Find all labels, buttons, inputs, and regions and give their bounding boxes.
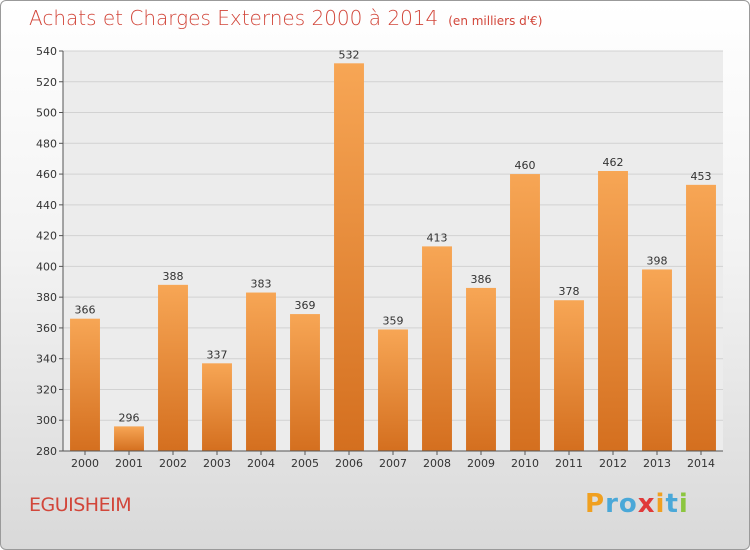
- logo-letter: x: [637, 489, 656, 519]
- logo-letter: P: [585, 489, 606, 519]
- y-tick-label: 440: [36, 199, 57, 212]
- x-tick-label: 2012: [599, 457, 627, 470]
- bar: [114, 426, 144, 451]
- x-tick-label: 2004: [247, 457, 275, 470]
- x-tick-label: 2010: [511, 457, 539, 470]
- bar: [466, 287, 496, 451]
- bar-value-label: 532: [339, 48, 360, 61]
- logo-letter: r: [605, 489, 619, 519]
- bar: [246, 292, 276, 451]
- x-tick-label: 2014: [687, 457, 715, 470]
- logo-letter: i: [655, 489, 666, 519]
- y-tick-label: 520: [36, 76, 57, 89]
- bar: [334, 63, 364, 452]
- x-tick-label: 2013: [643, 457, 671, 470]
- x-tick-label: 2008: [423, 457, 451, 470]
- chart-title: Achats et Charges Externes 2000 à 2014 (e…: [29, 6, 542, 30]
- bar-value-label: 413: [427, 231, 448, 244]
- y-tick-label: 360: [36, 322, 57, 335]
- x-tick-label: 2001: [115, 457, 143, 470]
- y-tick-label: 380: [36, 291, 57, 304]
- bar-value-label: 296: [119, 411, 140, 424]
- bar: [70, 318, 100, 451]
- bar: [422, 246, 452, 451]
- bar: [202, 363, 232, 451]
- y-tick-label: 480: [36, 137, 57, 150]
- bar-value-label: 383: [251, 278, 272, 291]
- x-tick-label: 2002: [159, 457, 187, 470]
- bar-value-label: 388: [163, 270, 184, 283]
- y-tick-label: 500: [36, 107, 57, 120]
- bar: [378, 329, 408, 451]
- bar-value-label: 462: [603, 156, 624, 169]
- axes: 280 300 320 340 360 380 400 420 440 460 480 500 520 5…: [36, 45, 723, 470]
- y-tick-label: 420: [36, 230, 57, 243]
- bar-value-label: 378: [559, 285, 580, 298]
- bar: [158, 284, 188, 451]
- bar-value-label: 386: [471, 273, 492, 286]
- bar-value-label: 359: [383, 314, 404, 327]
- y-tick-label: 340: [36, 353, 57, 366]
- x-tick-label: 2006: [335, 457, 363, 470]
- bar: [598, 171, 628, 451]
- bar-value-label: 369: [295, 299, 316, 312]
- bar: [554, 300, 584, 451]
- bar: [290, 314, 320, 451]
- bar: [686, 184, 716, 451]
- chart-title-main: Achats et Charges Externes 2000 à 2014: [29, 6, 439, 30]
- bars: [70, 63, 716, 452]
- y-tick-label: 460: [36, 168, 57, 181]
- logo-letter: o: [618, 489, 638, 519]
- x-tick-label: 2011: [555, 457, 583, 470]
- x-tick-label: 2007: [379, 457, 407, 470]
- bar: [510, 174, 540, 452]
- logo-letter: i: [678, 489, 689, 519]
- data-labels: 366 296 388 337 383 369 532 359 413 386 460 378 462 3…: [75, 48, 712, 424]
- y-tick-label: 320: [36, 383, 57, 396]
- x-tick-label: 2005: [291, 457, 319, 470]
- y-tick-label: 280: [36, 445, 57, 458]
- commune-name: EGUISHEIM: [29, 494, 132, 516]
- logo-letter: t: [665, 489, 679, 519]
- bar-value-label: 398: [647, 254, 668, 267]
- x-tick-label: 2003: [203, 457, 231, 470]
- y-tick-label: 400: [36, 260, 57, 273]
- chart-unit: (en milliers d'€): [448, 14, 543, 28]
- x-tick-label: 2009: [467, 457, 495, 470]
- bar-value-label: 453: [691, 170, 712, 183]
- proxiti-logo: Proxiti: [585, 489, 689, 519]
- bar-value-label: 366: [75, 304, 96, 317]
- x-tick-label: 2000: [71, 457, 99, 470]
- y-tick-label: 540: [36, 45, 57, 58]
- bar: [642, 269, 672, 451]
- bar-value-label: 337: [207, 348, 228, 361]
- y-tick-label: 300: [36, 414, 57, 427]
- bar-value-label: 460: [515, 159, 536, 172]
